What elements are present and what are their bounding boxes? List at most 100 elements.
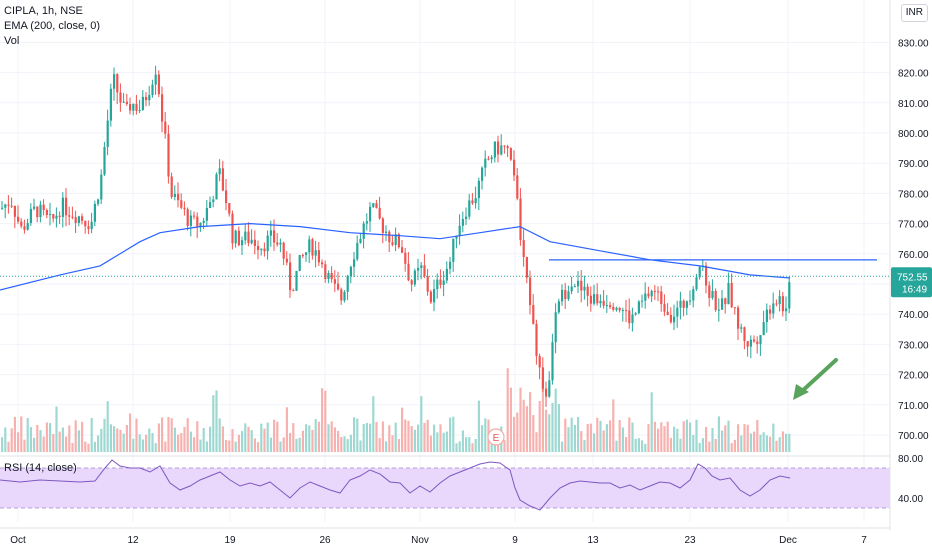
volume-bar — [97, 435, 100, 452]
volume-bar — [433, 424, 436, 452]
volume-bar — [375, 421, 378, 452]
volume-bar — [660, 422, 663, 452]
volume-bar — [762, 432, 765, 452]
volume-bar — [289, 432, 292, 452]
volume-bar — [746, 424, 749, 452]
candle-body — [471, 200, 474, 204]
candle-body — [269, 230, 272, 236]
candle-body — [87, 226, 90, 230]
volume-bar — [189, 431, 192, 452]
candle-body — [241, 240, 244, 246]
chart-legend: CIPLA, 1h, NSE EMA (200, close, 0) Vol — [4, 4, 100, 49]
volume-bar — [545, 409, 548, 452]
candle-body — [599, 300, 602, 304]
volume-bar — [154, 443, 157, 452]
candle-body — [452, 238, 455, 262]
volume-bar — [77, 430, 80, 452]
volume-bar — [439, 424, 442, 452]
volume-bar — [513, 416, 516, 452]
volume-bar — [529, 392, 532, 452]
candle-body — [602, 300, 605, 306]
candle-body — [132, 103, 135, 111]
candle-body — [276, 242, 279, 245]
price-tag-value: 752.55 — [897, 272, 928, 283]
volume-bar — [442, 432, 445, 452]
candle-body — [231, 213, 234, 244]
candle-body — [423, 265, 426, 276]
volume-bar — [308, 425, 311, 452]
volume-bar — [455, 443, 458, 452]
candle-body — [381, 218, 384, 233]
candle-body — [356, 242, 359, 260]
volume-bar — [145, 434, 148, 452]
rsi-pane — [0, 455, 890, 511]
price-tick-label: 700.00 — [898, 431, 929, 442]
volume-bar — [36, 424, 39, 452]
price-tick-label: 790.00 — [898, 159, 929, 170]
candle-body — [532, 305, 535, 324]
volume-bar — [769, 436, 772, 452]
volume-bar — [349, 434, 352, 452]
volume-bar — [580, 431, 583, 452]
candle-body — [113, 74, 116, 89]
volume-bar — [58, 431, 61, 452]
candle-body — [573, 286, 576, 288]
ema-indicator-label[interactable]: EMA (200, close, 0) — [4, 20, 100, 32]
currency-button[interactable]: INR — [900, 4, 928, 22]
candle-body — [71, 216, 74, 218]
candle-body — [100, 174, 103, 200]
candle-body — [257, 245, 260, 251]
candle-body — [58, 215, 61, 217]
volume-indicator-label[interactable]: Vol — [4, 35, 20, 47]
symbol-title[interactable]: CIPLA, 1h, NSE — [4, 5, 83, 17]
volume-bar — [647, 424, 650, 452]
candle-body — [762, 322, 765, 336]
candle-body — [218, 168, 221, 175]
volume-bar — [644, 443, 647, 452]
time-tick-label: Nov — [411, 535, 429, 546]
volume-bar — [173, 427, 176, 452]
candle-body — [449, 261, 452, 269]
candle-body — [273, 230, 276, 243]
volume-bar — [93, 441, 96, 452]
candle-body — [260, 248, 263, 251]
candle-body — [695, 277, 698, 290]
volume-bar — [231, 429, 234, 452]
volume-bar — [740, 435, 743, 452]
volume-bar — [599, 420, 602, 452]
volume-bar — [429, 435, 432, 452]
candle-body — [653, 290, 656, 292]
candle-body — [90, 221, 93, 230]
candle-body — [378, 207, 381, 219]
volume-bar — [628, 417, 631, 452]
volume-bars — [1, 368, 791, 452]
candle-body — [180, 200, 183, 208]
volume-bar — [218, 418, 221, 452]
candle-body — [650, 290, 653, 297]
candle-body — [164, 121, 167, 134]
volume-bar — [717, 416, 720, 452]
volume-bar — [548, 414, 551, 452]
candle-body — [170, 176, 173, 197]
time-tick-label: 19 — [224, 535, 236, 546]
volume-bar — [1, 437, 4, 452]
candle-body — [1, 207, 4, 209]
candle-body — [404, 252, 407, 264]
candle-body — [749, 339, 752, 347]
volume-bar — [535, 432, 538, 452]
candle-body — [621, 310, 624, 312]
rsi-tick-label: 40.00 — [898, 494, 923, 505]
volume-bar — [615, 440, 618, 452]
volume-bar — [106, 401, 109, 452]
volume-bar — [241, 431, 244, 452]
volume-bar — [305, 424, 308, 452]
candle-body — [125, 101, 128, 105]
volume-bar — [161, 417, 164, 452]
candle-body — [340, 289, 343, 301]
price-tick-label: 710.00 — [898, 401, 929, 412]
candle-body — [724, 298, 727, 305]
rsi-indicator-label[interactable]: RSI (14, close) — [4, 462, 77, 474]
candle-body — [26, 223, 29, 230]
volume-bar — [567, 427, 570, 452]
